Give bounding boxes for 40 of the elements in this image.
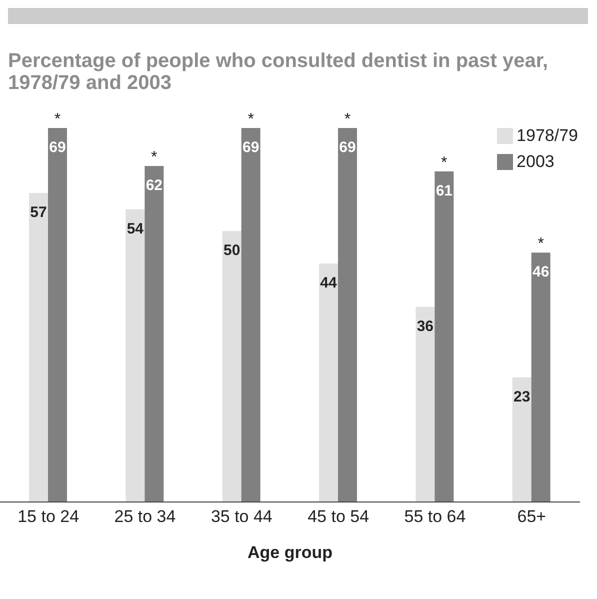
annotation: * (151, 148, 158, 166)
bar (241, 128, 260, 502)
bar (531, 252, 550, 502)
annotation: * (538, 236, 544, 253)
x-tick-label: 55 to 64 (404, 507, 466, 526)
bar (144, 166, 164, 502)
data-label: 69 (339, 139, 356, 156)
data-label: 54 (126, 220, 144, 238)
x-tick-label: 45 to 54 (308, 507, 370, 526)
x-tick-label: 15 to 24 (18, 507, 80, 526)
bar (434, 171, 454, 502)
data-label: 61 (436, 182, 453, 200)
chart-title: Percentage of people who consulted dentist in past year, 1978/79 and 2003 (8, 50, 550, 94)
data-label: 69 (49, 139, 66, 156)
bar (222, 230, 242, 502)
data-label: 62 (146, 176, 163, 194)
data-label: 23 (513, 388, 530, 406)
data-label: 46 (532, 264, 550, 281)
annotation: * (248, 111, 254, 128)
x-tick-label: 35 to 44 (210, 507, 272, 526)
legend-label: 2003 (516, 152, 554, 172)
bar (416, 306, 435, 502)
data-label: 50 (223, 242, 240, 259)
bar (319, 264, 338, 502)
data-label: 69 (242, 139, 260, 156)
x-tick-label: 25 to 34 (114, 507, 176, 526)
x-axis-title: Age group (248, 543, 332, 562)
bar (338, 128, 357, 502)
data-label: 44 (320, 274, 338, 292)
bar (29, 193, 48, 502)
bar (126, 209, 145, 502)
annotation: * (441, 154, 448, 172)
annotation: * (54, 111, 61, 128)
bar (512, 377, 532, 502)
data-label: 36 (416, 318, 434, 335)
x-tick-label: 65+ (517, 507, 546, 526)
annotation: * (344, 111, 351, 128)
legend-label: 1978/79 (516, 126, 578, 146)
bar (48, 128, 67, 502)
data-label: 57 (30, 204, 47, 222)
